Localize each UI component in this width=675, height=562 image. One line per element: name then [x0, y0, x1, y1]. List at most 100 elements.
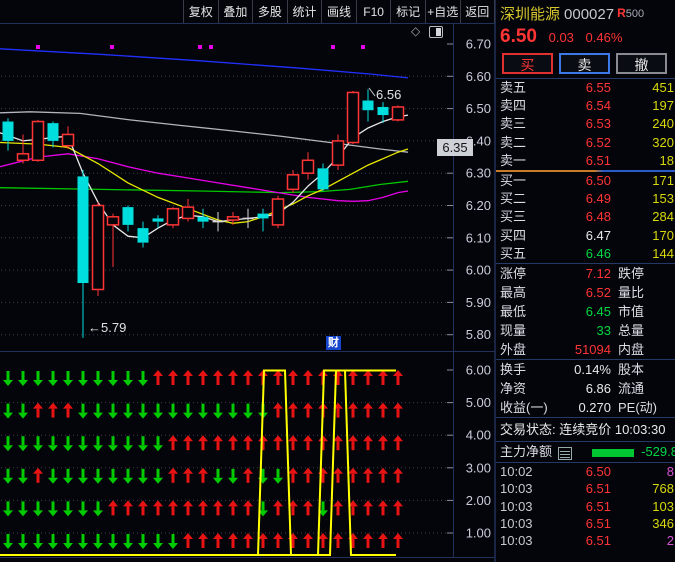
ask-volume: 197 — [652, 98, 674, 114]
buy-button[interactable]: 买 — [502, 53, 553, 74]
ask-price: 6.53 — [585, 116, 611, 132]
toolbar-btn-duogu[interactable]: 多股 — [252, 0, 287, 23]
cancel-button[interactable]: 撤 — [616, 53, 667, 74]
diamond-mark-icon[interactable]: ◇ — [411, 24, 421, 38]
ask-row-4[interactable]: 卖四 6.54 197 — [496, 97, 675, 115]
info-value: 6.52 — [585, 284, 611, 300]
tick-volume: 8 — [666, 463, 674, 479]
tick-row: 10:03 6.51 346 — [496, 515, 675, 532]
indicator-axis-label: 3.00 — [466, 460, 491, 475]
tick-price: 6.51 — [585, 533, 611, 549]
ask-row-1[interactable]: 卖一 6.51 18 — [496, 152, 675, 170]
bid-row-1[interactable]: 买一 6.50 171 — [496, 172, 675, 190]
toolbar-btn-fanhui[interactable]: 返回 — [459, 0, 496, 23]
ask-label: 卖二 — [500, 134, 527, 150]
indicator-axis-label: 5.00 — [466, 395, 491, 410]
price-axis-label: 6.50 — [466, 101, 491, 116]
price-axis-label: 6.00 — [466, 263, 491, 278]
bid-volume: 171 — [652, 172, 674, 188]
tick-time: 10:03 — [500, 533, 533, 549]
ref-price-box: 6.35 — [437, 139, 473, 156]
main-flow-row: 主力净额 -529.8 — [496, 442, 675, 462]
toolbar-btn-diejia[interactable]: 叠加 — [217, 0, 253, 23]
toolbar-btn-fuquan[interactable]: 复权 — [183, 0, 218, 23]
tick-volume: 346 — [652, 516, 674, 532]
price-axis-label: 6.30 — [466, 166, 491, 181]
info-value: 33 — [596, 322, 611, 338]
info-label-2: 跌停 — [618, 265, 645, 281]
tick-row: 10:03 6.51 768 — [496, 480, 675, 497]
ask-volume: 240 — [652, 116, 674, 132]
ask-row-2[interactable]: 卖二 6.52 320 — [496, 134, 675, 152]
info-row-limit-up: 涨停 7.12 跌停 — [496, 264, 675, 283]
info-label: 外盘 — [500, 341, 527, 357]
ask-label: 卖三 — [500, 116, 527, 132]
event-dot — [209, 45, 213, 49]
ask-row-3[interactable]: 卖三 6.53 240 — [496, 115, 675, 133]
pane-toggle-fill — [436, 28, 441, 36]
ask-row-5[interactable]: 卖五 6.55 451 — [496, 79, 675, 97]
bid-row-5[interactable]: 买五 6.46 144 — [496, 245, 675, 263]
finance-badge[interactable]: 财 — [326, 336, 341, 350]
ask-price: 6.52 — [585, 134, 611, 150]
main-flow-value: -529.8 — [641, 443, 675, 459]
info-value: 6.86 — [585, 380, 611, 396]
toolbar-btn-f10[interactable]: F10 — [355, 0, 391, 23]
info-label-2: 总量 — [618, 322, 645, 338]
bid-row-4[interactable]: 买四 6.47 170 — [496, 227, 675, 245]
ask-volume: 320 — [652, 134, 674, 150]
last-price: 6.50 — [500, 26, 537, 47]
bid-label: 买五 — [500, 245, 527, 261]
toolbar-btn-huaxian[interactable]: 画线 — [321, 0, 356, 23]
ask-label: 卖一 — [500, 152, 527, 168]
price-axis-label: 6.70 — [466, 37, 491, 52]
kline-chart[interactable]: 6.706.606.506.406.306.206.106.005.905.80… — [0, 0, 496, 562]
list-icon[interactable] — [558, 446, 572, 460]
info-label-2: 市值 — [618, 303, 645, 319]
tick-price: 6.51 — [585, 516, 611, 532]
margin-r-tag: R — [617, 6, 626, 20]
bid-row-3[interactable]: 买三 6.48 284 — [496, 208, 675, 226]
tick-row: 10:03 6.51 2 — [496, 532, 675, 549]
info-label: 涨停 — [500, 265, 527, 281]
sell-button[interactable]: 卖 — [559, 53, 610, 74]
info-row-nav: 净资 6.86 流通 — [496, 379, 675, 398]
toolbar-btn-biaoji[interactable]: 标记 — [390, 0, 425, 23]
price-axis-label: 6.10 — [466, 230, 491, 245]
price-axis-label: 5.80 — [466, 327, 491, 342]
toolbar-btn-zixuan[interactable]: +自选 — [424, 0, 460, 23]
quote-panel: 深圳能源 000027 R500 6.50 0.03 0.46% 买 卖 撤 卖五 6… — [496, 0, 675, 562]
indicator-axis-label: 4.00 — [466, 428, 491, 443]
toolbar-btn-tongji[interactable]: 统计 — [286, 0, 322, 23]
info-label: 最高 — [500, 284, 527, 300]
ask-price: 6.51 — [585, 152, 611, 168]
price-change-pct: 0.46% — [585, 30, 623, 45]
ask-label: 卖五 — [500, 80, 527, 95]
tick-price: 6.51 — [585, 481, 611, 497]
info-value: 51094 — [574, 341, 611, 357]
bid-row-2[interactable]: 买二 6.49 153 — [496, 190, 675, 208]
bid-volume: 153 — [652, 191, 674, 207]
ask-label: 卖四 — [500, 98, 527, 114]
info-value: 0.270 — [578, 399, 611, 415]
tick-price: 6.50 — [585, 463, 611, 479]
indicator-axis-label: 2.00 — [466, 493, 491, 508]
info-label: 最低 — [500, 303, 527, 319]
event-dot — [36, 45, 40, 49]
ask-volume: 451 — [652, 80, 674, 95]
price-change: 0.03 — [548, 30, 574, 45]
signal-line — [0, 369, 396, 556]
indicator-axis-label: 6.00 — [466, 363, 491, 378]
bid-price: 6.49 — [585, 191, 611, 207]
pane-toggle-icon[interactable] — [429, 26, 443, 38]
info-row-turnover: 换手 0.14% 股本 — [496, 360, 675, 379]
low-price-label: ←5.79 — [88, 320, 127, 335]
info-value: 6.45 — [585, 303, 611, 319]
trading-status: 交易状态: 连续竞价 10:03:30 — [500, 421, 666, 437]
event-dot — [110, 45, 114, 49]
stock-code: 000027 — [564, 6, 615, 23]
bid-price: 6.48 — [585, 209, 611, 225]
info-label: 净资 — [500, 380, 527, 396]
tick-row: 10:02 6.50 8 — [496, 463, 675, 480]
tick-volume: 2 — [666, 533, 674, 549]
